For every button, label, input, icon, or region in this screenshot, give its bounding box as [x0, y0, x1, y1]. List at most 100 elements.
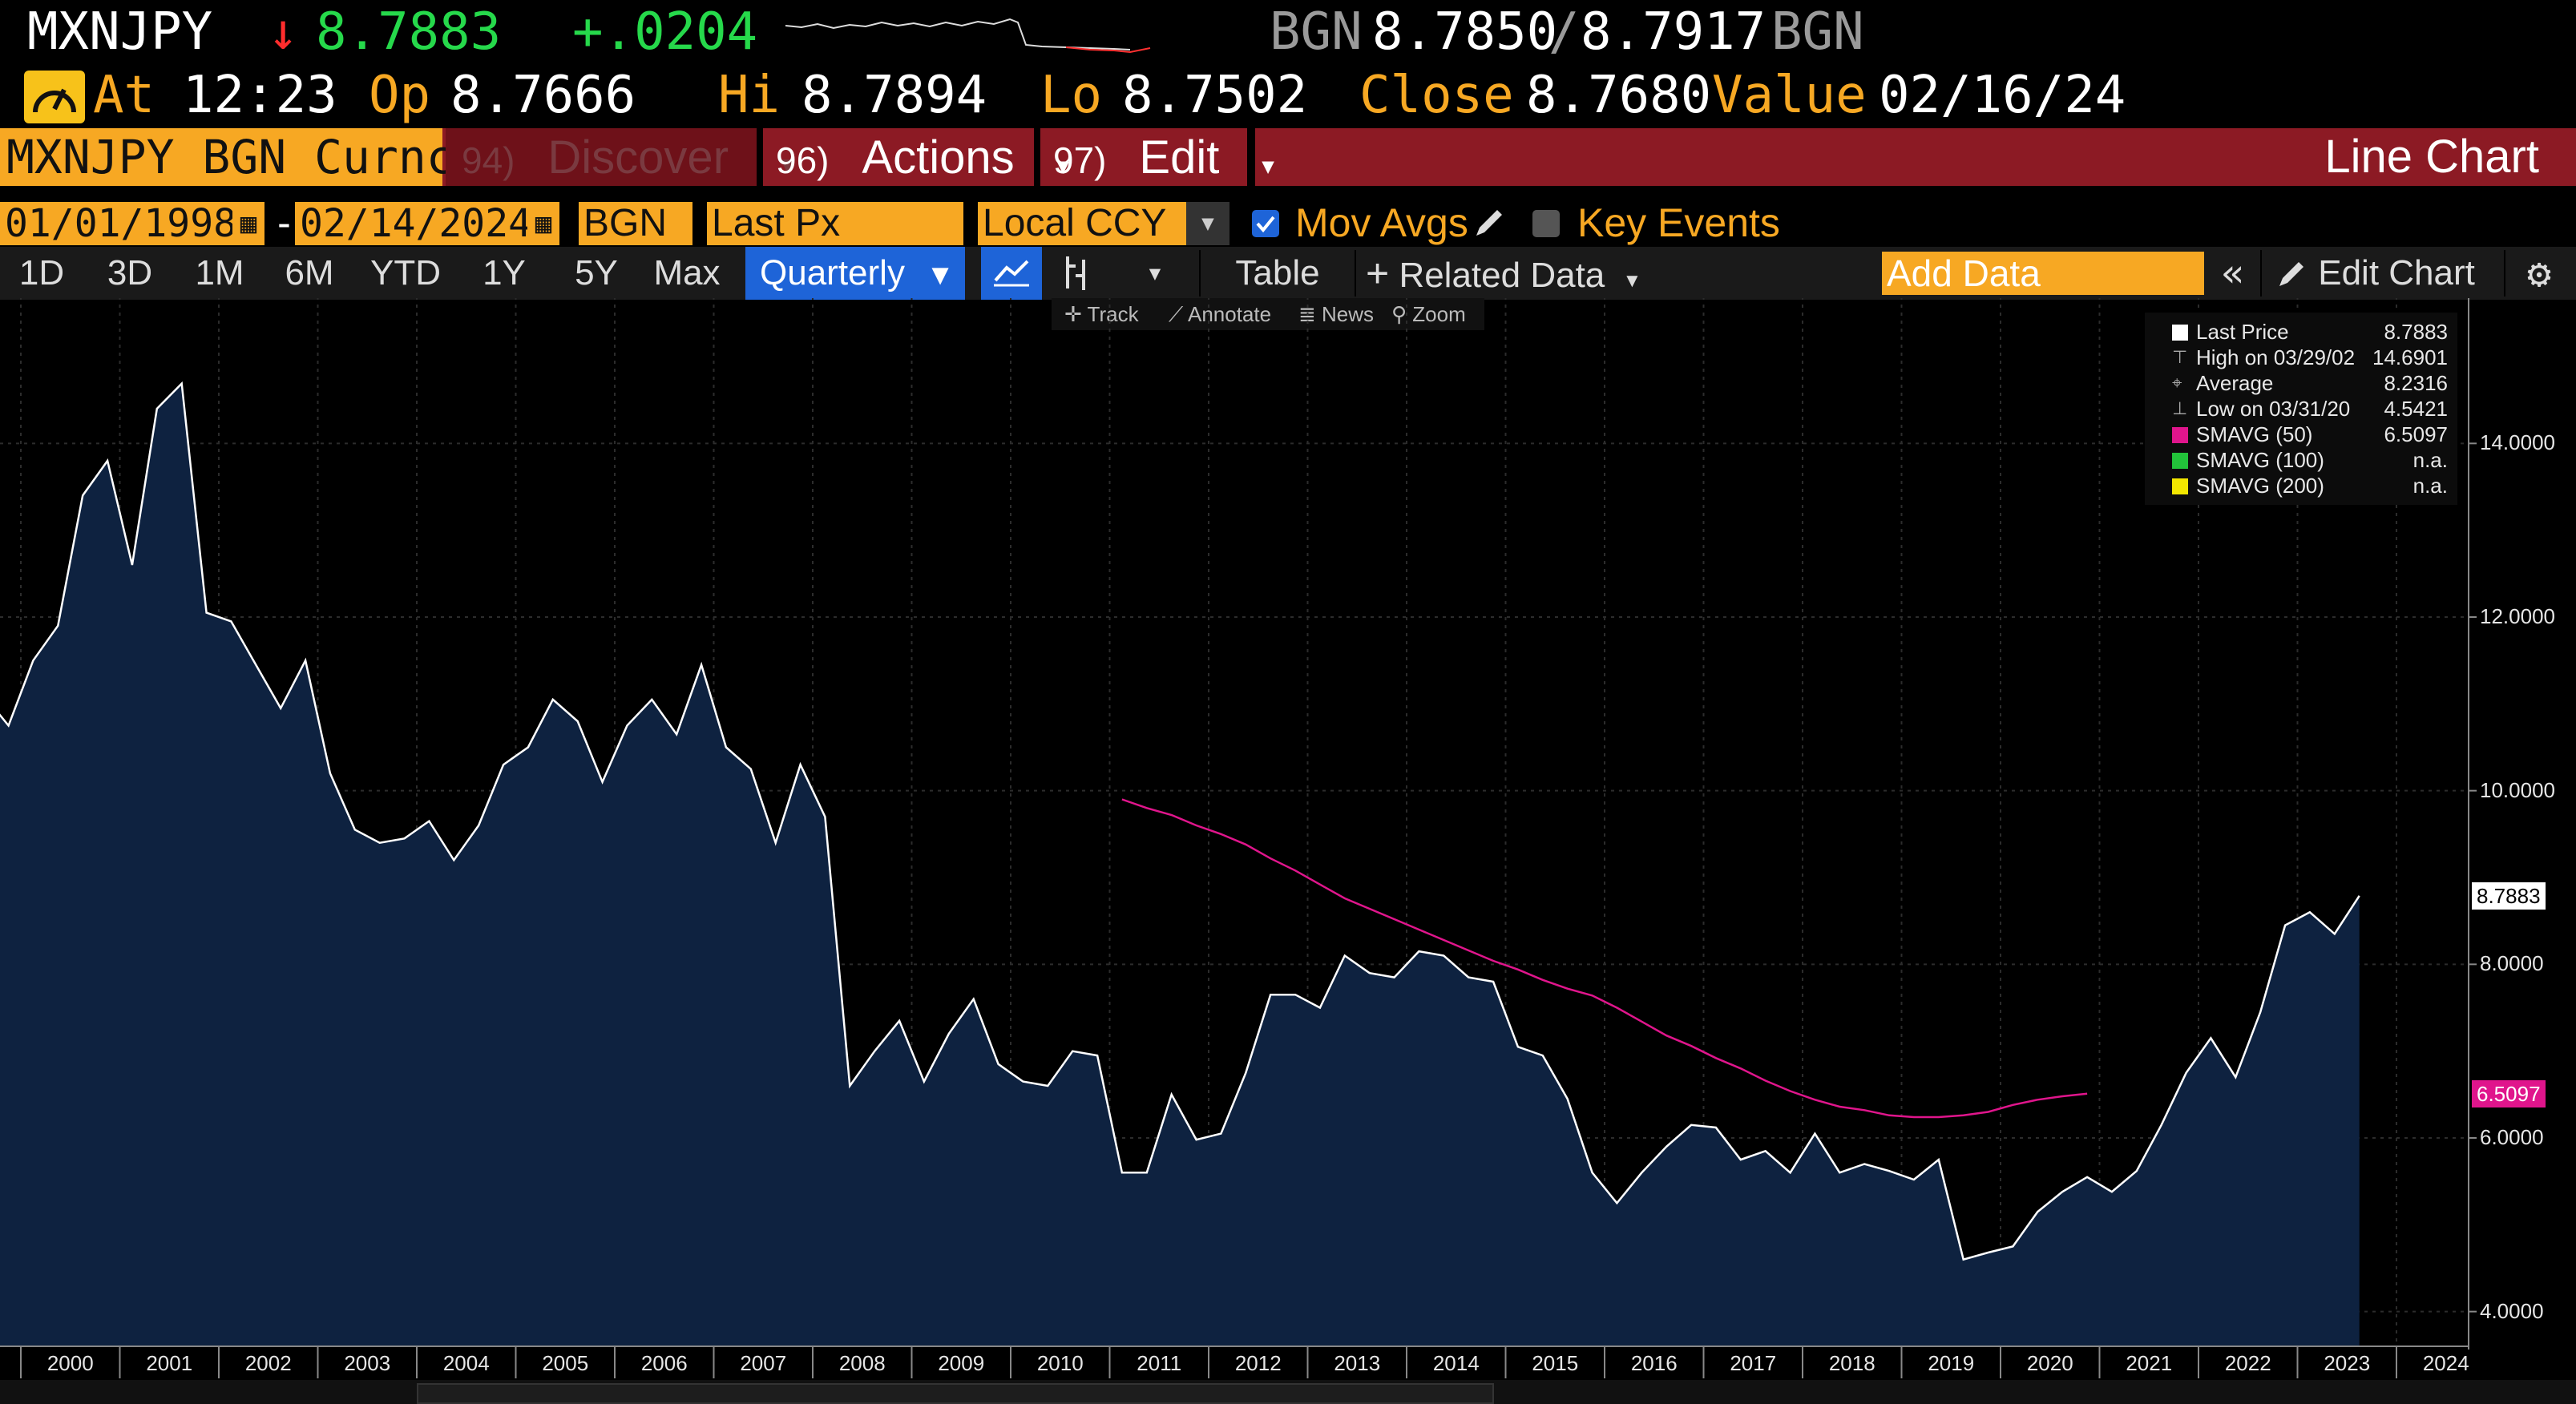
period-1m[interactable]: 1M	[195, 253, 244, 292]
legend-row[interactable]: SMAVG (100) n.a.	[2145, 447, 2457, 473]
x-tick-label: 2008	[838, 1351, 886, 1375]
start-date-input[interactable]: 01/01/1998	[0, 202, 236, 245]
period-1d[interactable]: 1D	[18, 253, 65, 292]
frequency-select[interactable]: Quarterly ▼	[745, 247, 965, 300]
crosshair-icon: ✛	[1064, 302, 1088, 326]
discover-number: 94)	[462, 139, 515, 181]
zoom-label: Zoom	[1412, 302, 1466, 326]
chevron-down-icon: ▼	[1622, 270, 1642, 292]
value-date: 02/16/24	[1879, 66, 2126, 125]
period-ytd[interactable]: YTD	[370, 253, 441, 292]
low-price: 8.7502	[1122, 66, 1308, 125]
legend-label: SMAVG (100)	[2196, 448, 2324, 472]
edit-chart-button[interactable]: Edit Chart	[2263, 247, 2504, 300]
zoom-tool[interactable]: ⚲ Zoom	[1391, 298, 1466, 330]
add-data-input[interactable]: Add Data	[1882, 252, 2204, 295]
actions-menu[interactable]: 96) Actions ▼	[763, 128, 1069, 186]
legend-row[interactable]: SMAVG (50) 6.5097	[2145, 422, 2457, 447]
legend-label: SMAVG (50)	[2196, 422, 2313, 446]
x-tick-label: 2007	[740, 1351, 787, 1375]
pencil-icon[interactable]	[1472, 205, 1507, 240]
bar-chart-type-icon[interactable]	[1044, 247, 1108, 300]
last-price: 8.7883	[316, 2, 502, 62]
legend-value: 14.6901	[2372, 345, 2448, 369]
mov-avgs-checkbox[interactable]	[1252, 210, 1279, 237]
price-area	[0, 383, 2360, 1346]
source-input[interactable]: BGN	[579, 202, 692, 245]
calendar-icon[interactable]: ▦	[527, 202, 559, 245]
ticker-symbol: MXNJPY	[27, 2, 213, 62]
track-label: Track	[1087, 302, 1139, 326]
legend-swatch	[2172, 325, 2188, 341]
key-events-checkbox[interactable]	[1532, 210, 1560, 237]
table-button[interactable]: Table	[1235, 253, 1320, 292]
chevron-down-icon[interactable]: ▼	[1149, 262, 1161, 284]
legend-row[interactable]: ⊥ Low on 03/31/20 4.5421	[2145, 396, 2457, 422]
y-tick-label: 4.0000	[2480, 1298, 2544, 1323]
chevron-down-icon[interactable]: ▼	[1186, 202, 1229, 245]
legend-row[interactable]: ⊤ High on 03/29/02 14.6901	[2145, 345, 2457, 370]
edit-chart-label: Edit Chart	[2318, 253, 2475, 292]
related-data-menu[interactable]: + Related Data ▼	[1356, 247, 1853, 300]
chart-scrollbar[interactable]	[0, 1380, 2576, 1404]
y-tick-label: 8.0000	[2480, 951, 2544, 976]
key-events-label: Key Events	[1577, 200, 1780, 245]
edit-number: 97)	[1053, 139, 1107, 181]
news-label: News	[1322, 302, 1375, 326]
legend-label: SMAVG (200)	[2196, 474, 2324, 498]
x-tick-label: 2017	[1730, 1351, 1777, 1375]
date-range-dash: -	[273, 201, 296, 246]
period-3d[interactable]: 3D	[107, 253, 153, 292]
x-tick-label: 2016	[1630, 1351, 1678, 1375]
intraday-sparkline	[785, 18, 1151, 54]
x-tick-label: 2003	[344, 1351, 391, 1375]
legend-value: n.a.	[2412, 474, 2448, 498]
legend-value: 6.5097	[2384, 422, 2448, 446]
edit-menu[interactable]: 97) Edit ▼	[1040, 128, 1274, 186]
bid-price: 8.7850	[1372, 2, 1558, 62]
last-price-tag: 8.7883	[2472, 882, 2546, 910]
field-input[interactable]: Last Px	[707, 202, 963, 245]
low-label: Lo	[1040, 66, 1103, 125]
currency-select[interactable]: Local CCY	[978, 202, 1186, 245]
annotate-tool[interactable]: ⟋ Annotate	[1169, 298, 1271, 330]
news-tool[interactable]: ≣ News	[1298, 298, 1374, 330]
legend-value: 8.7883	[2384, 320, 2448, 344]
end-date-input[interactable]: 02/14/2024	[295, 202, 531, 245]
legend-label: Low on 03/31/20	[2196, 397, 2351, 421]
mov-avgs-label: Mov Avgs	[1295, 200, 1468, 245]
period-max[interactable]: Max	[653, 253, 721, 292]
gear-icon[interactable]: ⚙	[2526, 250, 2552, 297]
track-tool[interactable]: ✛ Track	[1064, 298, 1139, 330]
x-tick-label: 2023	[2324, 1351, 2371, 1375]
period-5y[interactable]: 5Y	[575, 253, 618, 292]
legend-swatch	[2172, 427, 2188, 443]
calendar-icon[interactable]: ▦	[232, 202, 264, 245]
plus-icon: +	[1366, 251, 1390, 296]
period-6m[interactable]: 6M	[285, 253, 334, 292]
high-label: Hi	[718, 66, 781, 125]
legend-row[interactable]: ⌖ Average 8.2316	[2145, 370, 2457, 396]
collapse-chevrons-icon[interactable]: «	[2221, 251, 2245, 296]
scrollbar-thumb[interactable]	[417, 1383, 1494, 1404]
discover-menu[interactable]: 94) Discover ▼	[446, 128, 795, 186]
price-chart[interactable]	[0, 298, 2576, 1404]
function-bar: MXNJPY BGN Curncy 94) Discover ▼ 96) Act…	[0, 128, 2576, 186]
period-1y[interactable]: 1Y	[482, 253, 526, 292]
chevron-down-icon: ▼	[1056, 155, 1070, 179]
legend-marker-icon: ⊥	[2172, 398, 2188, 418]
divider	[1034, 128, 1040, 186]
net-change: +.0204	[572, 2, 758, 62]
line-chart-type-icon[interactable]	[981, 247, 1042, 300]
speedometer-icon[interactable]	[24, 71, 85, 123]
down-arrow-icon: ↓	[268, 2, 299, 62]
chart-tools-row: ✛ Track ⟋ Annotate ≣ News ⚲ Zoom	[1052, 298, 1484, 330]
security-field[interactable]: MXNJPY BGN Curncy	[0, 128, 482, 186]
divider	[757, 128, 763, 186]
x-tick-label: 2012	[1234, 1351, 1282, 1375]
legend-row[interactable]: SMAVG (200) n.a.	[2145, 473, 2457, 498]
related-data-label: Related Data	[1399, 256, 1605, 295]
close-price: 8.7680	[1526, 66, 1712, 125]
legend-row[interactable]: Last Price 8.7883	[2145, 319, 2457, 345]
chart-legend[interactable]: Last Price 8.7883 ⊤ High on 03/29/02 14.6901…	[2145, 313, 2457, 505]
